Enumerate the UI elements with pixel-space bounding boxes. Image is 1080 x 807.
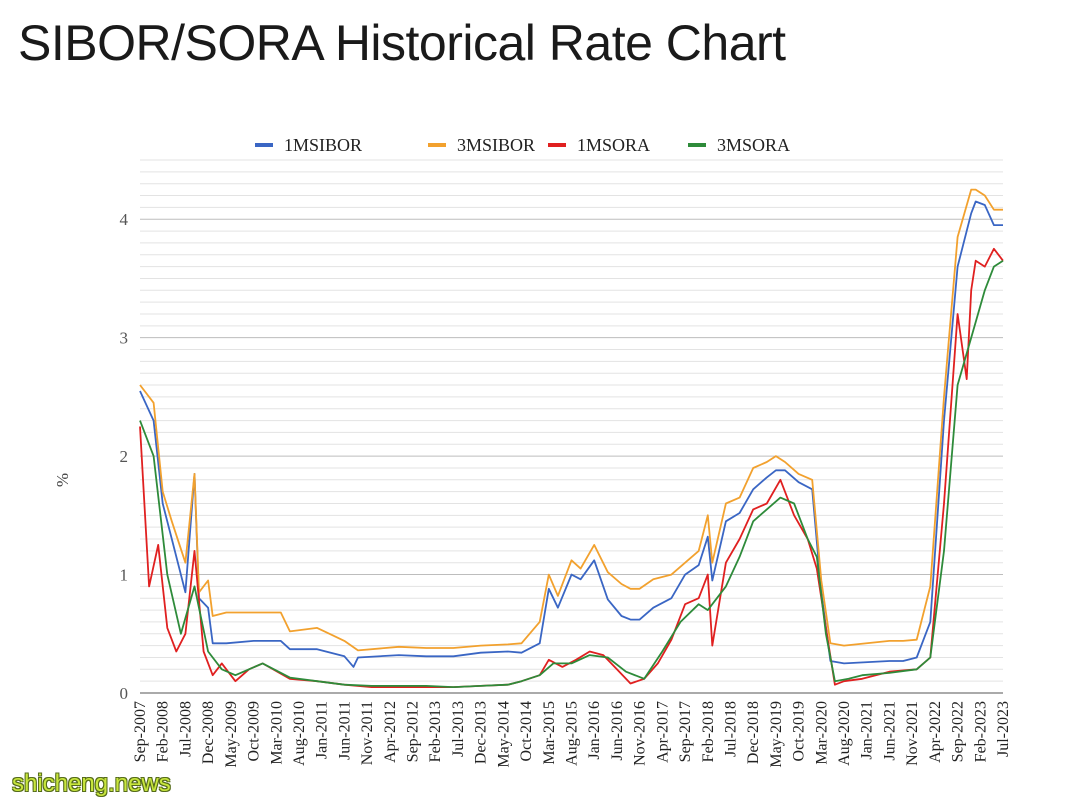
x-tick-label: May-2019 [768, 701, 785, 768]
x-tick-label: Mar-2020 [813, 701, 830, 765]
legend-label-3msora: 3MSORA [717, 135, 790, 155]
x-tick-label: Jan-2021 [859, 701, 876, 760]
legend-label-1msibor: 1MSIBOR [284, 135, 362, 155]
series-lines [139, 188, 1004, 688]
y-axis-label: % [53, 473, 72, 487]
y-tick-label: 0 [120, 684, 129, 703]
legend-swatch-3msibor [428, 143, 446, 147]
x-tick-label: Nov-2011 [359, 701, 376, 765]
legend: 1MSIBOR 3MSIBOR 1MSORA 3MSORA [255, 135, 790, 155]
x-tick-label: Sep-2022 [950, 701, 967, 762]
series-line-1msibor [139, 200, 1003, 668]
x-tick-label: May-2009 [223, 701, 240, 768]
x-tick-label: Jun-2021 [881, 701, 898, 761]
y-tick-label: 1 [120, 566, 129, 585]
x-tick-label: Jul-2023 [995, 701, 1012, 757]
series-line-1msora [139, 247, 1004, 688]
x-tick-label: Nov-2016 [632, 701, 649, 766]
x-tick-label: Nov-2021 [904, 701, 921, 766]
y-axis-ticks: 0 1 2 3 4 [120, 210, 129, 703]
x-tick-label: Dec-2013 [473, 701, 490, 764]
legend-label-3msibor: 3MSIBOR [457, 135, 535, 155]
series-line-3msibor [139, 188, 1003, 652]
series-line-3msora [139, 259, 1004, 688]
x-tick-label: Mar-2015 [541, 701, 558, 765]
x-tick-label: Jul-2018 [722, 701, 739, 757]
x-tick-label: Jun-2016 [609, 701, 626, 761]
x-tick-label: Feb-2018 [700, 701, 717, 762]
x-tick-label: Feb-2008 [155, 701, 172, 762]
legend-swatch-1msibor [255, 143, 273, 147]
x-tick-label: Apr-2022 [927, 701, 944, 763]
x-tick-label: Aug-2010 [291, 701, 308, 766]
gridlines [140, 159, 1003, 694]
x-tick-label: May-2014 [495, 701, 512, 768]
x-axis-ticks: Sep-2007 Feb-2008 Jul-2008 Dec-2008 May-2009… [132, 701, 1012, 768]
watermark: shicheng.news [12, 770, 171, 797]
page-title: SIBOR/SORA Historical Rate Chart [18, 15, 786, 71]
x-tick-label: Oct-2019 [791, 701, 808, 761]
y-tick-label: 3 [120, 329, 129, 348]
x-tick-label: Sep-2012 [405, 701, 422, 762]
x-tick-label: Jun-2011 [336, 701, 353, 760]
x-tick-label: Sep-2017 [677, 701, 694, 762]
x-tick-label: Feb-2013 [427, 701, 444, 762]
x-tick-label: Dec-2008 [200, 701, 217, 764]
x-tick-label: Apr-2017 [654, 701, 671, 763]
y-tick-label: 2 [120, 447, 129, 466]
x-tick-label: Jan-2016 [586, 701, 603, 760]
x-tick-label: Mar-2010 [268, 701, 285, 765]
x-tick-label: Apr-2012 [382, 701, 399, 763]
x-tick-label: Oct-2014 [518, 701, 535, 761]
x-tick-label: Aug-2015 [564, 701, 581, 766]
legend-label-1msora: 1MSORA [577, 135, 650, 155]
x-tick-label: Jul-2013 [450, 701, 467, 757]
x-tick-label: Feb-2023 [972, 701, 989, 762]
legend-swatch-1msora [548, 143, 566, 147]
x-tick-label: Jan-2011 [314, 701, 331, 759]
x-tick-label: Aug-2020 [836, 701, 853, 766]
y-tick-label: 4 [120, 210, 129, 229]
x-tick-label: Oct-2009 [246, 701, 263, 761]
x-tick-label: Sep-2007 [132, 701, 149, 762]
legend-swatch-3msora [688, 143, 706, 147]
x-tick-label: Jul-2008 [177, 701, 194, 757]
x-tick-label: Dec-2018 [745, 701, 762, 764]
